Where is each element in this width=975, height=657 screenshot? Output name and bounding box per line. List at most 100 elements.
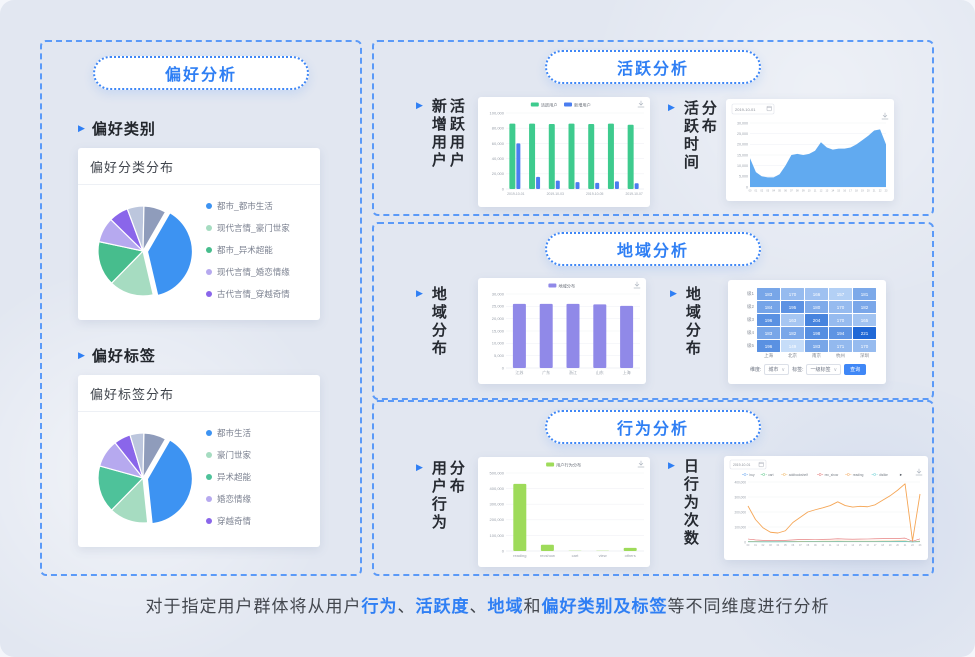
legend-item[interactable]: addbookshelf	[781, 473, 808, 477]
heatmap-cell[interactable]: 196	[757, 340, 780, 352]
legend-item[interactable]: 穿越奇情	[206, 515, 251, 527]
heatmap-cell[interactable]: 198	[805, 327, 828, 339]
svg-text:浙江: 浙江	[569, 369, 577, 375]
heatmap-cell[interactable]: 157	[829, 288, 852, 300]
heatmap-col-label: 深圳	[860, 353, 869, 358]
heatmap-cell[interactable]: 196	[757, 314, 780, 326]
bar[interactable]	[516, 143, 521, 189]
download-icon[interactable]	[915, 468, 923, 476]
heatmap-cell[interactable]: 182	[853, 301, 876, 313]
legend-item[interactable]: 现代言情_豪门世家	[206, 222, 290, 234]
heatmap-cell[interactable]: 170	[853, 340, 876, 352]
heatmap-cell[interactable]: 221	[853, 327, 876, 339]
heatmap-cell[interactable]: 182	[781, 327, 804, 339]
heatmap-cell[interactable]: 204	[805, 314, 828, 326]
date-picker[interactable]: 2019-10-01	[731, 103, 775, 115]
heatmap-cell[interactable]: 181	[853, 288, 876, 300]
download-icon[interactable]	[633, 281, 641, 289]
heatmap-cell[interactable]: 171	[829, 340, 852, 352]
bar[interactable]	[540, 544, 554, 551]
legend-item[interactable]: 豪门世家	[206, 449, 251, 461]
pie-slice[interactable]	[146, 439, 193, 525]
bar[interactable]	[536, 176, 541, 189]
legend-item[interactable]: dislike	[871, 473, 889, 477]
legend-item[interactable]: 活跃用户	[530, 101, 558, 108]
pie-slice[interactable]	[110, 249, 154, 297]
line-series[interactable]	[747, 537, 921, 542]
bar[interactable]	[512, 303, 526, 368]
pie-slice[interactable]	[97, 240, 145, 284]
bar[interactable]	[595, 182, 600, 189]
heatmap-cell[interactable]: 195	[781, 301, 804, 313]
download-icon[interactable]	[637, 460, 645, 468]
svg-text:2019-10-01: 2019-10-01	[735, 107, 756, 112]
bar[interactable]	[548, 124, 555, 189]
legend-item[interactable]: 都市生活	[206, 427, 251, 439]
legend-item[interactable]: 古代言情_穿越奇情	[206, 288, 290, 300]
legend-item[interactable]: 新增用户	[564, 101, 591, 108]
bar[interactable]	[509, 123, 516, 189]
legend-item[interactable]: 异术超能	[206, 471, 251, 483]
legend-next-icon[interactable]: ▸	[900, 472, 903, 477]
pie-slice[interactable]	[146, 211, 194, 297]
pie-slice[interactable]	[97, 465, 145, 512]
bar[interactable]	[634, 183, 639, 189]
legend-item[interactable]: 地域分布	[548, 282, 575, 289]
heatmap-cell[interactable]: 166	[805, 288, 828, 300]
triangle-icon: ▶	[670, 288, 677, 298]
svg-text:上海: 上海	[623, 369, 631, 375]
svg-text:06: 06	[784, 190, 787, 193]
legend-item[interactable]: 用户行为分布	[546, 461, 581, 468]
bar[interactable]	[588, 124, 595, 189]
heatmap-cell[interactable]: 170	[829, 314, 852, 326]
bar[interactable]	[568, 123, 575, 189]
legend-item[interactable]: 都市_都市生活	[206, 200, 290, 212]
bar[interactable]	[575, 182, 580, 189]
legend-item[interactable]: 现代言情_婚恋情缘	[206, 266, 290, 278]
legend-item[interactable]: 婚恋情缘	[206, 493, 251, 505]
heatmap-cell[interactable]: 194	[829, 327, 852, 339]
tag-select[interactable]: 一级标签 ∨	[806, 364, 842, 375]
heatmap-cell[interactable]: 170	[781, 288, 804, 300]
heatmap-cell[interactable]: 184	[757, 301, 780, 313]
pie-slice[interactable]	[142, 205, 167, 252]
legend-item[interactable]: rec_show	[817, 473, 839, 477]
bar[interactable]	[623, 547, 637, 551]
bar[interactable]	[620, 305, 634, 368]
legend-item[interactable]: 都市_异术超能	[206, 244, 290, 256]
legend-item[interactable]: buy	[742, 473, 755, 477]
bar[interactable]	[513, 483, 527, 551]
pie-slice[interactable]	[142, 432, 167, 479]
active-time-label: ▶ 活跃时间 分布	[668, 100, 717, 172]
svg-text:09: 09	[814, 544, 817, 547]
preference-analysis-panel: 偏好分析 ▶ 偏好类别 偏好分类分布 都市_都市生活 现代言情_豪门世家 都市_异术…	[40, 40, 362, 576]
download-icon[interactable]	[881, 112, 889, 120]
bar[interactable]	[539, 303, 553, 368]
heatmap-cell[interactable]: 163	[781, 314, 804, 326]
bar[interactable]	[614, 181, 619, 189]
bar[interactable]	[607, 123, 614, 189]
bar[interactable]	[627, 124, 634, 189]
date-picker[interactable]: 2019-10-01	[729, 459, 767, 470]
bar[interactable]	[593, 304, 607, 368]
legend-item[interactable]: cart	[760, 473, 774, 477]
heatmap-cell[interactable]: 183	[805, 340, 828, 352]
legend-dot-icon	[206, 291, 212, 297]
heatmap-cell[interactable]: 170	[829, 301, 852, 313]
area-series[interactable]	[750, 129, 886, 187]
dimension-select[interactable]: 城市 ∨	[764, 364, 790, 375]
legend-item[interactable]: reading	[845, 473, 864, 477]
svg-text:00: 00	[747, 544, 750, 547]
bar[interactable]	[555, 180, 560, 189]
bar[interactable]	[529, 123, 536, 189]
heatmap-cell[interactable]: 149	[781, 340, 804, 352]
svg-text:13: 13	[844, 544, 847, 547]
heatmap-cell[interactable]: 180	[805, 301, 828, 313]
heatmap-cell[interactable]: 165	[853, 314, 876, 326]
bar[interactable]	[566, 303, 580, 368]
line-series[interactable]	[747, 483, 921, 542]
download-icon[interactable]	[637, 100, 645, 108]
heatmap-cell[interactable]: 183	[757, 288, 780, 300]
heatmap-cell[interactable]: 183	[757, 327, 780, 339]
query-button[interactable]: 查询	[844, 364, 867, 375]
